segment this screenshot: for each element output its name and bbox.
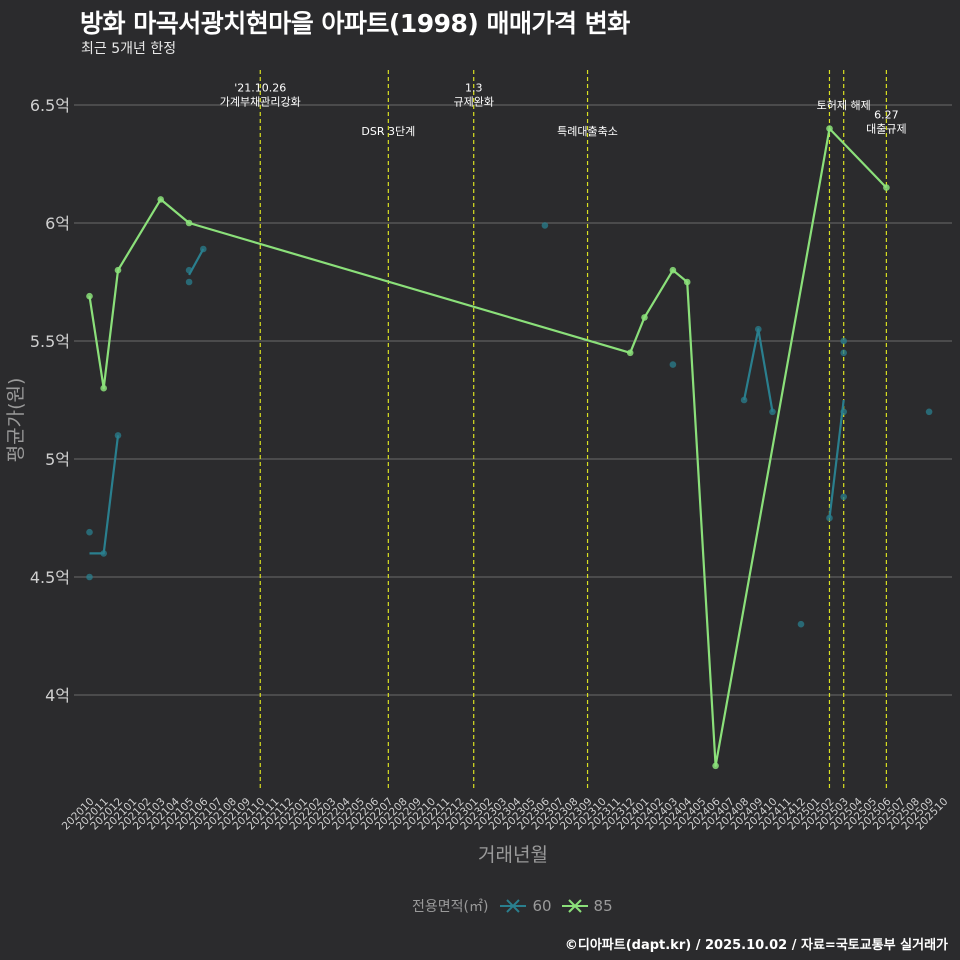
series-60-point (925, 408, 933, 416)
series-85-line (88, 127, 888, 767)
series-60-point (826, 514, 833, 522)
series-60-point (114, 432, 122, 439)
series-60-point (769, 408, 776, 416)
series-60-point (840, 337, 847, 345)
series-60-line (743, 328, 774, 412)
series-60-point (755, 325, 762, 333)
y-tick-label: 5억 (45, 450, 70, 469)
series-60-point (840, 493, 847, 501)
axis-layer: 4억4.5억5억5.5억6억6.5억2020102020112020122021… (5, 96, 950, 866)
legend: 전용면적(㎡) 60 85 (412, 896, 621, 916)
series-85-point (683, 278, 691, 286)
series-60-point (86, 573, 93, 581)
series-85-point (100, 384, 107, 392)
series-85-point (86, 292, 93, 300)
series-85-point (712, 762, 719, 770)
series-60-point (840, 408, 847, 416)
series-60-point (86, 528, 93, 536)
series-85-point (157, 196, 164, 203)
y-tick-label: 6억 (45, 214, 70, 233)
event-label: 토허제 해제 (817, 98, 871, 112)
series-60-point (797, 620, 805, 628)
legend-label-85: 85 (593, 897, 613, 915)
series-85-point (669, 266, 677, 274)
chart-subtitle: 최근 5개년 한정 (81, 41, 177, 57)
series-85-point (883, 184, 890, 191)
event-label: 6.27 (874, 109, 899, 122)
series-60-point (740, 396, 748, 404)
legend-key-60-icon (498, 896, 528, 916)
event-label: 규제완화 (453, 95, 493, 108)
series-85-point (185, 219, 193, 227)
event-label: 가계부채관리강화 (220, 95, 301, 108)
y-tick-label: 5.5억 (30, 332, 70, 351)
series-60-line (89, 435, 120, 555)
series-85-point (826, 125, 833, 132)
line-layer (88, 127, 888, 767)
series-60-line (828, 399, 845, 519)
event-label: '21.10.26 (234, 81, 286, 94)
event-label: 1.3 (465, 81, 483, 94)
x-axis-title: 거래년월 (478, 844, 548, 866)
series-60-point (669, 361, 677, 368)
series-85-point (641, 314, 648, 321)
source-caption: ©디아파트(dapt.kr) / 2025.10.02 / 자료=국토교통부 실… (564, 938, 948, 953)
series-60-point (185, 278, 193, 286)
y-axis-title: 평균가(원) (5, 378, 27, 463)
event-layer (259, 70, 887, 790)
series-60-point (541, 222, 549, 229)
y-tick-label: 4.5억 (30, 568, 70, 587)
series-60-point (185, 266, 193, 274)
legend-title: 전용면적(㎡) (412, 899, 489, 915)
point-layer (86, 125, 933, 770)
series-85-point (114, 266, 122, 274)
event-label: 특례대출축소 (557, 125, 618, 138)
legend-label-60: 60 (532, 897, 552, 915)
grid-layer (74, 104, 952, 696)
y-tick-label: 4억 (45, 686, 70, 705)
legend-key-85-icon (560, 896, 590, 916)
series-60-point (100, 550, 107, 557)
event-label: 대출규제 (866, 123, 906, 136)
series-60-point (200, 245, 207, 253)
series-85-point (626, 349, 634, 357)
chart-title: 방화 마곡서광치현마을 아파트(1998) 매매가격 변화 (80, 9, 630, 38)
series-60-point (840, 349, 847, 357)
event-label: DSR 3단계 (361, 125, 415, 138)
y-tick-label: 6.5억 (30, 96, 70, 115)
